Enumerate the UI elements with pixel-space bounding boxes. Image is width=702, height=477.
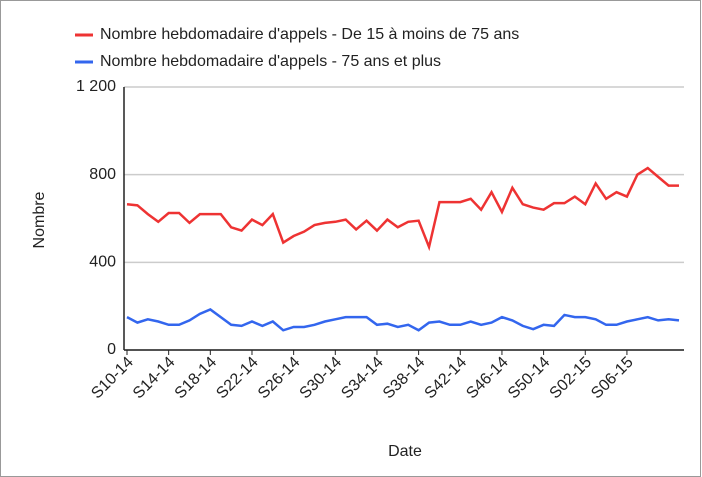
x-tick-label: S46-14	[463, 354, 512, 403]
x-tick-label: S50-14	[505, 354, 554, 403]
x-tick-label: S02-15	[547, 354, 596, 403]
legend-label: Nombre hebdomadaire d'appels - De 15 à m…	[100, 26, 519, 43]
x-tick-label: S38-14	[380, 354, 429, 403]
y-tick-label: 400	[89, 254, 116, 271]
x-tick-label: S22-14	[213, 354, 262, 403]
y-axis-label: Nombre	[31, 191, 48, 248]
x-tick-label: S34-14	[338, 354, 387, 403]
y-tick-label: 1 200	[76, 78, 116, 95]
x-tick-label: S10-14	[88, 354, 137, 403]
legend-label: Nombre hebdomadaire d'appels - 75 ans et…	[100, 53, 441, 70]
series-line	[126, 308, 680, 332]
x-tick-label: S30-14	[297, 354, 346, 403]
x-tick-label: S14-14	[130, 354, 179, 403]
x-tick-label: S42-14	[422, 354, 471, 403]
y-tick-label: 0	[107, 341, 116, 358]
x-axis-label: Date	[388, 443, 422, 460]
x-tick-label: S26-14	[255, 354, 304, 403]
x-tick-label: S18-14	[172, 354, 221, 403]
series-line	[126, 166, 679, 252]
x-tick-label: S06-15	[588, 354, 637, 403]
y-tick-label: 800	[89, 166, 116, 183]
